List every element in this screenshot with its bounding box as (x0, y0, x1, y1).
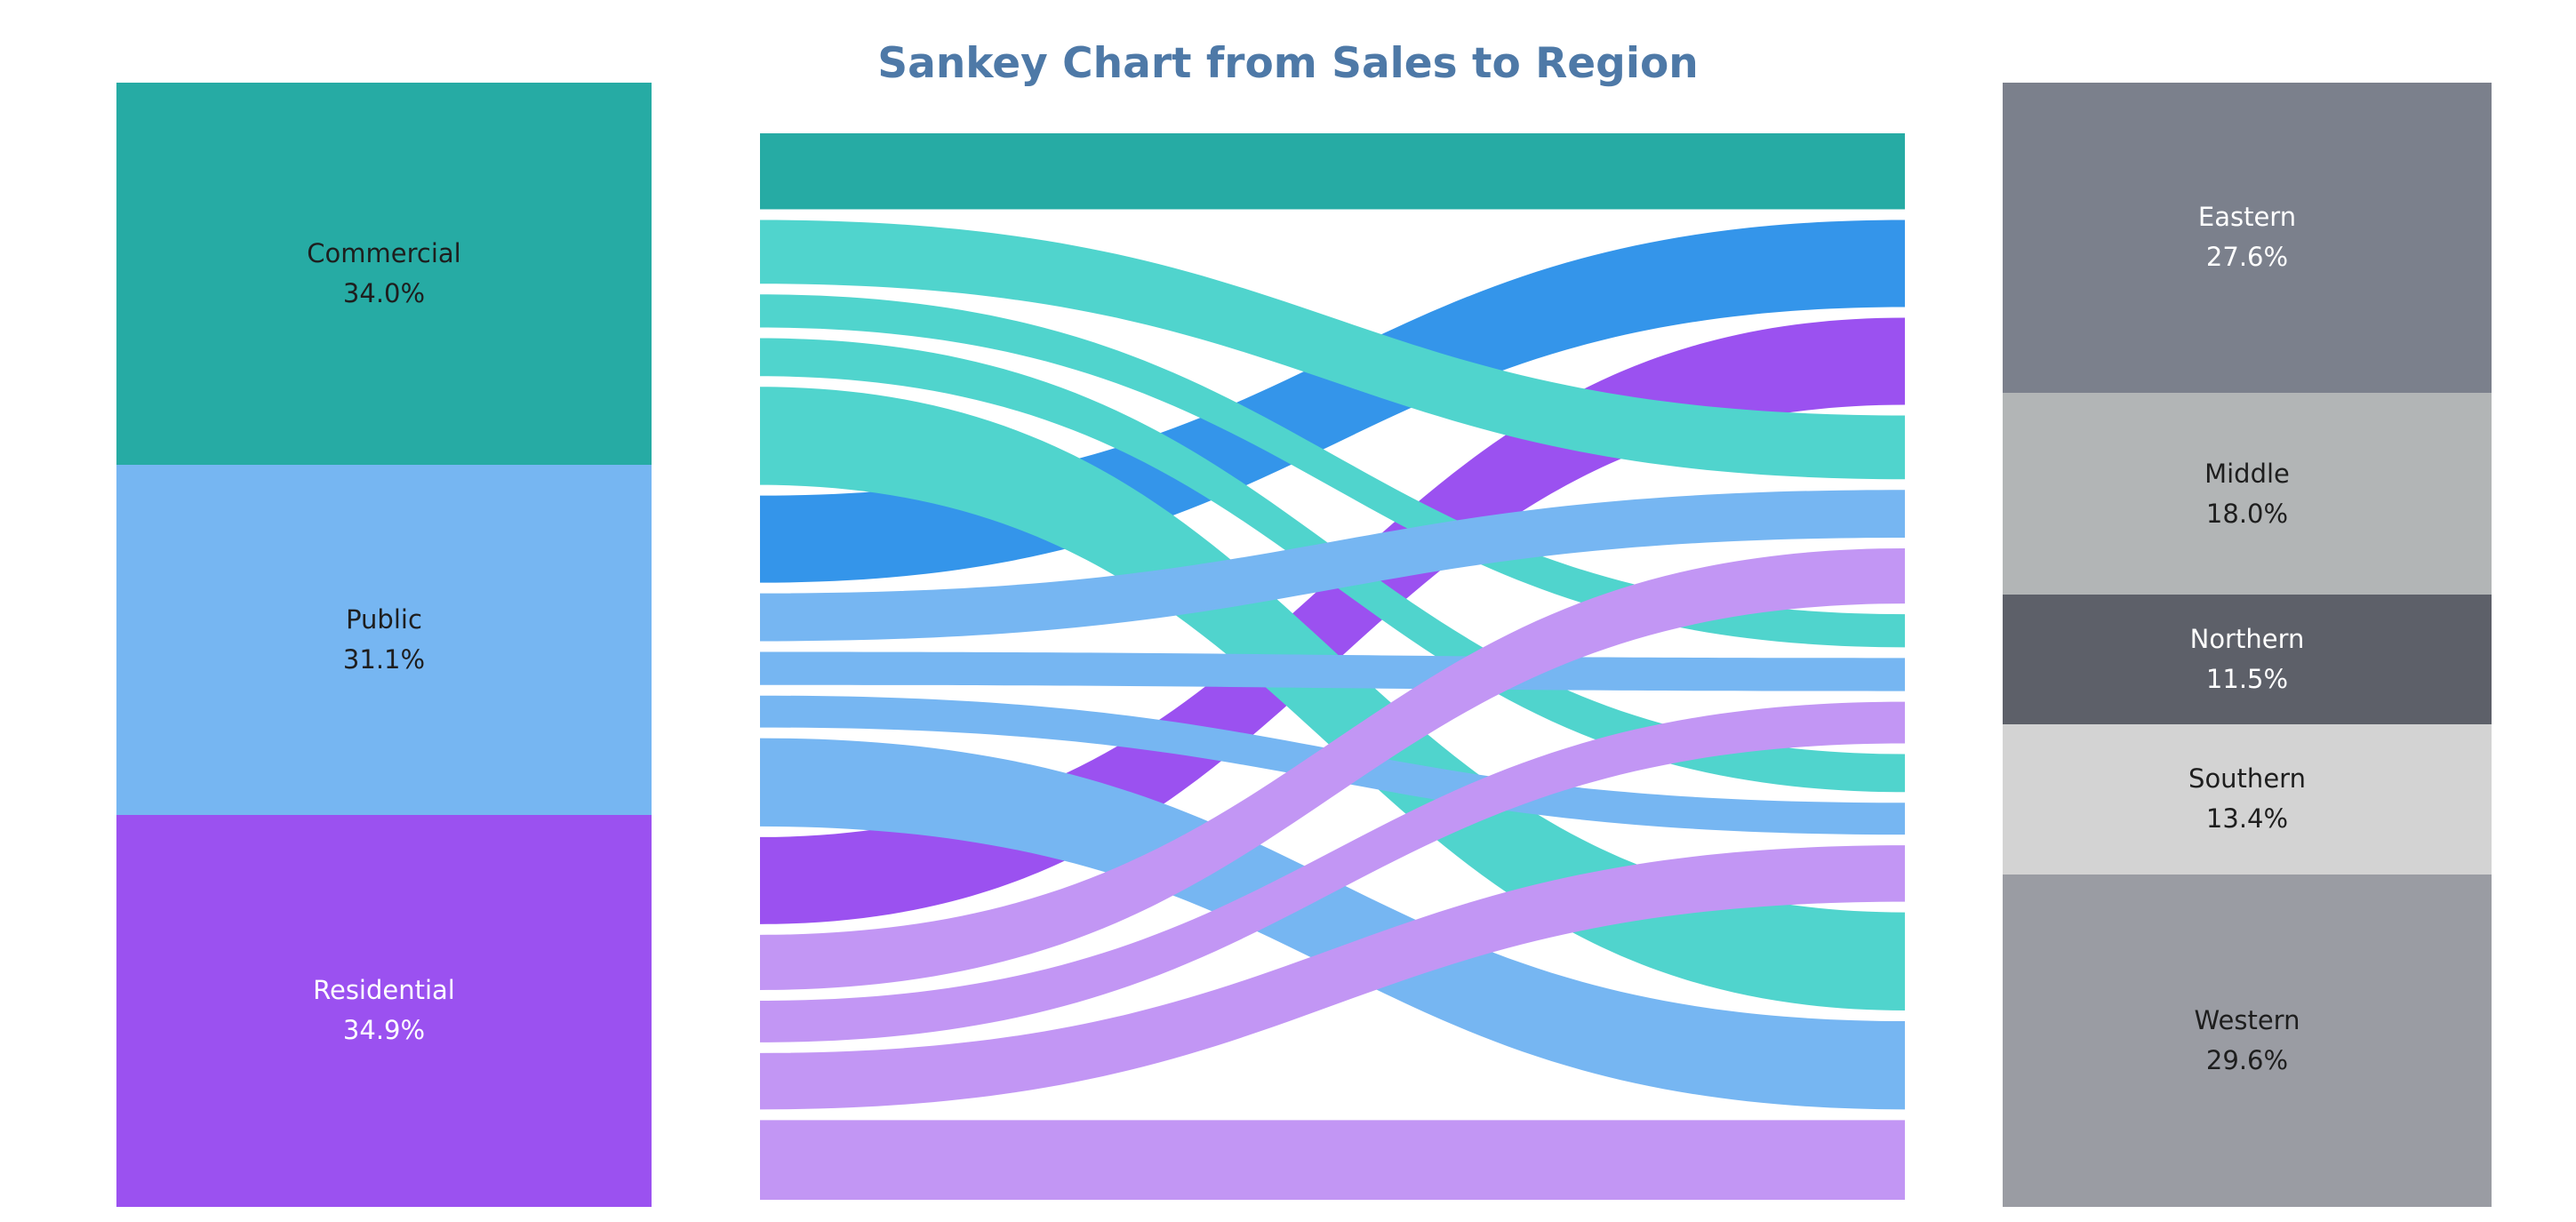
flow-commercial-to-western (760, 387, 1905, 1010)
flow-commercial-to-middle (760, 220, 1905, 480)
target-node-eastern: Eastern 27.6% (2003, 83, 2492, 393)
source-node-label: Residential (313, 975, 455, 1006)
target-node-label: Middle (2204, 458, 2290, 489)
flow-residential-to-eastern (760, 317, 1905, 924)
flow-public-to-northern (760, 651, 1905, 691)
source-node-percent: 31.1% (342, 643, 426, 675)
flow-residential-to-residential (760, 1120, 1905, 1200)
flow-residential-to-northern (760, 701, 1905, 1042)
target-node-middle: Middle 18.0% (2003, 392, 2492, 595)
target-node-percent: 29.6% (2205, 1044, 2289, 1075)
source-node-public: Public 31.1% (116, 465, 652, 815)
target-node-label: Western (2194, 1004, 2300, 1035)
target-node-northern: Northern 11.5% (2003, 595, 2492, 724)
flow-commercial-to-northern (760, 294, 1905, 648)
source-node-commercial: Commercial 34.0% (116, 83, 652, 466)
source-node-label: Commercial (307, 238, 461, 269)
target-node-label: Eastern (2197, 202, 2297, 233)
flow-public-to-western (760, 738, 1905, 1110)
flow-commercial-to-commercial (760, 133, 1905, 210)
source-node-label: Public (346, 603, 422, 635)
chart-title: Sankey Chart from Sales to Region (877, 39, 1699, 88)
flow-residential-to-middle (760, 548, 1905, 990)
target-node-percent: 27.6% (2205, 242, 2289, 273)
target-node-label: Southern (2188, 763, 2306, 795)
source-node-percent: 34.0% (342, 278, 426, 309)
target-node-western: Western 29.6% (2003, 874, 2492, 1207)
flow-public-to-middle (760, 490, 1905, 642)
target-node-percent: 18.0% (2205, 498, 2289, 529)
target-node-percent: 13.4% (2205, 803, 2289, 835)
target-node-percent: 11.5% (2205, 663, 2289, 694)
target-node-label: Northern (2189, 623, 2305, 654)
target-node-southern: Southern 13.4% (2003, 723, 2492, 875)
source-node-residential: Residential 34.9% (116, 814, 652, 1207)
source-node-percent: 34.9% (342, 1015, 426, 1046)
flow-residential-to-southern (760, 845, 1905, 1110)
